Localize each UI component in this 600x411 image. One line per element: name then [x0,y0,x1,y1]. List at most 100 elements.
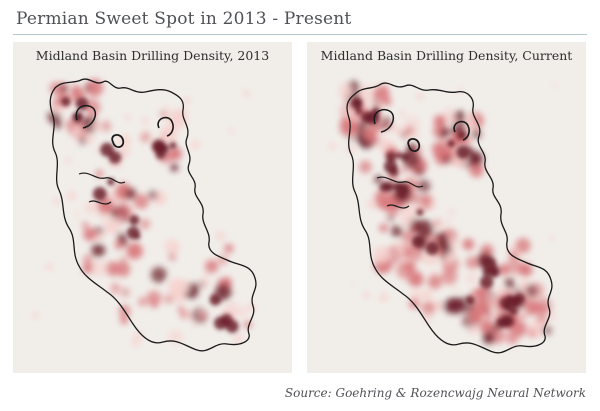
density-current-spot [405,126,414,135]
density-current-spot [504,277,515,289]
density-2013-spot [164,294,174,304]
density-current-core-spot [510,296,520,306]
density-2013-core-spot [61,96,71,107]
density-2013-spot [174,279,190,295]
density-current-spot [515,238,531,254]
density-2013-spot [79,137,87,145]
density-2013-spot [150,300,159,309]
density-current-spot [385,122,393,130]
density-current-outlier-spot [346,144,356,154]
title-divider [13,34,587,35]
density-current-outlier-spot [552,83,557,89]
density-2013-spot [90,259,108,277]
density-current-core-spot [503,315,514,327]
density-current-outlier-spot [496,286,505,294]
density-current-outlier-spot [383,216,388,221]
density-current-spot [511,321,527,337]
density-current-core-spot [425,241,439,256]
density-2013-spot [71,85,81,95]
density-current-core-spot [456,130,467,140]
density-2013-spot [94,147,101,155]
basin-outline-2013 [49,78,257,352]
density-2013-spot [200,278,210,288]
density-current-outlier-spot [378,292,389,303]
density-2013-spot [90,120,103,132]
density-current-outlier-spot [362,104,367,110]
density-2013-spot [117,285,132,300]
density-2013-core-spot [169,141,177,150]
density-2013-outlier-spot [143,128,149,133]
density-current-spot [340,87,354,102]
density-2013-outlier-spot [227,127,234,134]
density-current-spot [427,274,442,290]
density-2013-outlier-spot [123,114,131,121]
density-current-spot [400,166,407,174]
density-2013-outlier-spot [141,116,149,125]
density-current-core-spot [491,269,499,277]
density-2013-outlier-spot [182,96,191,105]
density-2013-outlier-spot [233,333,244,344]
density-2013-spot [126,242,143,260]
density-2013-spot [224,243,234,254]
density-current-outlier-spot [397,247,405,255]
density-current-spot [447,208,456,216]
density-current-spot [506,257,524,275]
density-current-outlier-spot [412,132,420,140]
density-current-spot [468,151,483,166]
density-2013-spot [95,169,104,178]
density-2013-spot [114,240,124,250]
density-2013-core-spot [100,142,114,157]
density-2013-spot [150,266,167,283]
density-current-core-spot [379,181,390,193]
density-2013-spot [73,211,80,218]
density-current-outlier-spot [428,201,437,210]
density-current-spot [479,288,487,296]
density-current-core-spot [412,235,424,248]
density-current-spot [466,273,478,284]
density-2013-spot [97,197,115,215]
density-current-spot [442,155,452,164]
density-current-spot [373,86,390,103]
density-2013-outlier-spot [242,89,251,97]
basin-outline-current [346,82,553,354]
density-current-spot [479,320,495,335]
density-current-outlier-spot [362,291,371,300]
density-2013-spot [139,218,151,230]
density-current-spot [437,238,451,252]
density-current-spot [514,287,522,294]
density-2013-spot [177,305,184,312]
density-current-core-spot [385,151,396,162]
density-current-spot [399,206,414,221]
density-current-spot [379,223,388,233]
density-current-spot [431,142,443,155]
density-current-spot [416,167,424,176]
density-current-spot [372,245,391,264]
density-2013-core-spot [225,319,239,333]
density-current-core-spot [393,182,403,192]
density-current-spot [387,215,394,222]
density-2013-spot [94,231,105,242]
density-current-spot [407,270,424,287]
density-2013-core-spot [92,187,107,201]
density-current-core-spot [350,97,363,110]
density-2013-outlier-spot [52,197,61,206]
density-current-outlier-spot [415,92,424,101]
density-current-spot [421,289,433,301]
density-2013-core-spot [134,233,141,240]
density-current-spot [433,115,447,128]
density-current-spot [528,329,536,338]
density-current-spot [442,299,457,314]
density-current-core-spot [456,145,470,159]
density-2013-spot [119,147,130,158]
density-2013-spot [120,256,127,264]
density-current-spot [349,124,357,133]
density-2013-spot [133,194,149,210]
density-2013-outlier-spot [64,157,72,165]
density-current-spot [363,127,377,141]
density-current-core-spot [401,152,411,162]
density-2013-spot [227,301,240,314]
density-2013-spot [170,163,179,172]
density-2013-spot [168,252,177,261]
density-current-outlier-spot [445,251,454,261]
density-2013-core-spot [209,293,222,306]
